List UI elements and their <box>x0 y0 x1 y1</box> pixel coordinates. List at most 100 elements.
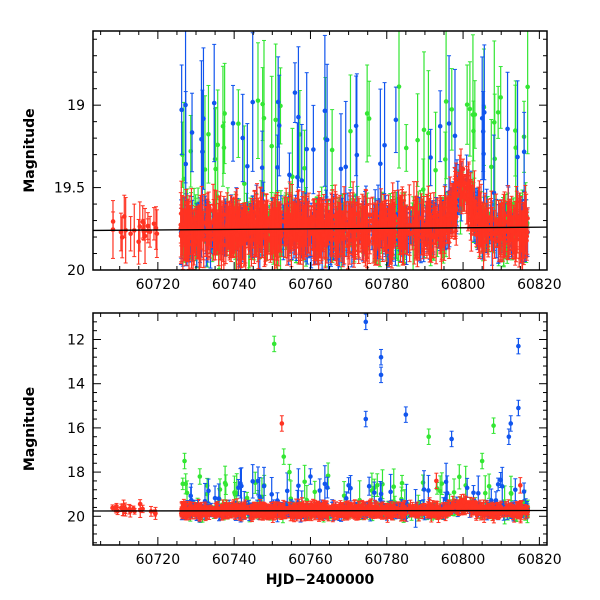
data-marker <box>456 182 461 187</box>
data-marker <box>348 128 353 134</box>
data-marker <box>384 228 390 234</box>
data-marker <box>343 164 349 170</box>
data-marker <box>366 116 372 121</box>
data-marker <box>190 224 196 230</box>
data-point <box>498 66 503 129</box>
data-marker <box>382 142 387 148</box>
data-marker <box>505 212 511 218</box>
data-marker <box>392 213 398 219</box>
data-marker <box>443 99 449 104</box>
data-marker <box>211 237 217 242</box>
data-marker <box>520 228 526 233</box>
data-marker <box>121 214 127 219</box>
data-marker <box>488 164 494 170</box>
data-marker <box>402 218 408 224</box>
data-point <box>415 93 420 187</box>
data-marker <box>258 221 264 226</box>
data-marker <box>236 121 241 126</box>
data-marker <box>437 123 443 129</box>
data-point <box>154 209 160 259</box>
data-marker <box>471 128 476 134</box>
data-marker <box>449 107 455 112</box>
data-point <box>446 55 452 192</box>
data-point <box>245 123 250 210</box>
data-point <box>505 71 510 187</box>
data-point <box>348 74 353 188</box>
data-marker <box>249 238 254 243</box>
data-marker <box>495 110 501 115</box>
data-marker <box>297 232 303 237</box>
data-point <box>421 51 427 209</box>
data-marker <box>442 157 448 162</box>
data-marker <box>322 108 328 114</box>
top-data-points <box>110 31 530 271</box>
data-marker <box>424 233 430 238</box>
data-marker <box>462 180 467 186</box>
data-marker <box>140 219 146 225</box>
data-marker <box>452 133 458 139</box>
data-marker <box>492 229 498 234</box>
data-marker <box>214 220 219 225</box>
data-marker <box>315 234 321 239</box>
data-marker <box>240 135 246 141</box>
data-point <box>322 34 328 187</box>
data-marker <box>270 232 275 238</box>
data-marker <box>377 233 382 239</box>
data-marker <box>433 167 438 173</box>
data-point <box>525 31 530 155</box>
data-point <box>521 111 527 192</box>
data-marker <box>497 234 503 240</box>
data-marker <box>420 187 426 192</box>
data-marker <box>348 213 354 218</box>
data-marker <box>206 131 211 137</box>
data-marker <box>415 137 420 143</box>
data-marker <box>364 111 370 116</box>
data-point <box>230 84 236 162</box>
data-marker <box>220 123 226 129</box>
data-point <box>353 75 359 177</box>
data-marker <box>468 200 473 206</box>
data-marker <box>254 210 260 216</box>
data-point <box>364 64 370 163</box>
data-marker <box>435 229 440 235</box>
data-marker <box>462 195 467 200</box>
data-marker <box>291 219 297 224</box>
data-marker <box>230 121 236 126</box>
data-marker <box>304 146 310 152</box>
data-marker <box>502 239 508 245</box>
data-point <box>464 64 470 145</box>
data-point <box>221 121 227 174</box>
data-marker <box>276 123 282 128</box>
data-point <box>403 124 409 172</box>
data-point <box>179 64 184 156</box>
data-marker <box>309 216 314 221</box>
data-marker <box>357 222 362 228</box>
data-marker <box>446 121 452 126</box>
data-point <box>393 86 399 154</box>
data-marker <box>154 231 160 236</box>
data-marker <box>261 115 267 121</box>
data-marker <box>110 219 116 224</box>
data-marker <box>407 205 412 211</box>
data-marker <box>279 219 284 224</box>
data-marker <box>479 115 485 121</box>
data-marker <box>445 212 451 218</box>
data-marker <box>525 84 530 90</box>
data-point <box>329 109 335 191</box>
data-marker <box>521 149 527 155</box>
data-marker <box>259 165 265 171</box>
data-marker <box>196 234 201 240</box>
data-marker <box>212 156 218 162</box>
data-marker <box>415 232 421 238</box>
data-marker <box>403 145 409 151</box>
data-marker <box>218 218 223 223</box>
data-point <box>449 68 455 151</box>
data-marker <box>498 95 503 100</box>
data-marker <box>491 120 497 125</box>
data-marker <box>353 123 359 129</box>
data-marker <box>237 240 243 246</box>
data-point <box>255 42 261 160</box>
data-marker <box>429 232 435 238</box>
